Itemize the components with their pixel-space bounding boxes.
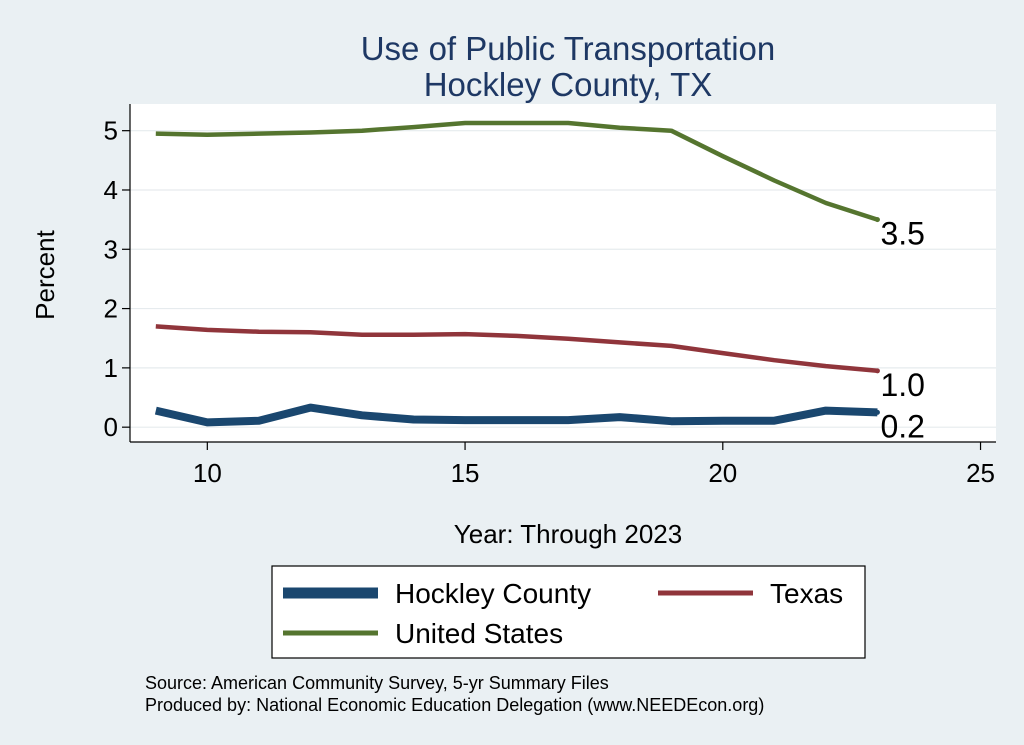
- legend-box: [271, 565, 866, 659]
- x-tick-label: 15: [451, 458, 480, 488]
- y-axis-ticks: 0 1 2 3 4 5: [104, 116, 130, 442]
- end-label-united-states: 3.5: [880, 216, 924, 252]
- x-axis-label: Year: Through 2023: [454, 519, 682, 549]
- legend: Hockley County Texas United States: [271, 565, 866, 659]
- chart-title: Use of Public Transportation: [361, 30, 776, 67]
- y-axis-label: Percent: [30, 229, 60, 319]
- x-tick-label: 10: [193, 458, 222, 488]
- source-note: Source: American Community Survey, 5-yr …: [145, 673, 609, 693]
- legend-label-united-states: United States: [395, 618, 563, 649]
- y-tick-label: 5: [104, 116, 118, 146]
- end-label-texas: 1.0: [880, 367, 924, 403]
- x-tick-label: 20: [708, 458, 737, 488]
- end-labels: 0.2 1.0 3.5: [880, 216, 924, 445]
- x-tick-label: 25: [966, 458, 995, 488]
- series-line-united-states: [155, 120, 879, 222]
- end-point-united-states: [874, 217, 880, 223]
- end-label-hockley-county: 0.2: [880, 408, 924, 444]
- legend-label-texas: Texas: [770, 578, 843, 609]
- y-tick-label: 1: [104, 353, 118, 383]
- end-point-hockley-county: [874, 409, 880, 415]
- chart-subtitle: Hockley County, TX: [424, 66, 713, 103]
- y-tick-label: 0: [104, 412, 118, 442]
- y-tick-label: 4: [104, 175, 118, 205]
- legend-label-hockley-county: Hockley County: [395, 578, 591, 609]
- grid-lines: [130, 130, 996, 428]
- y-tick-label: 2: [104, 294, 118, 324]
- y-tick-label: 3: [104, 234, 118, 264]
- series-line-hockley-county: [154, 403, 878, 427]
- produced-by-note: Produced by: National Economic Education…: [145, 695, 764, 715]
- series-line-texas: [155, 324, 878, 374]
- plot-area: [130, 104, 996, 442]
- x-axis-ticks: 10 15 20 25: [193, 442, 995, 488]
- series-lines: [154, 120, 880, 427]
- end-point-texas: [874, 368, 880, 374]
